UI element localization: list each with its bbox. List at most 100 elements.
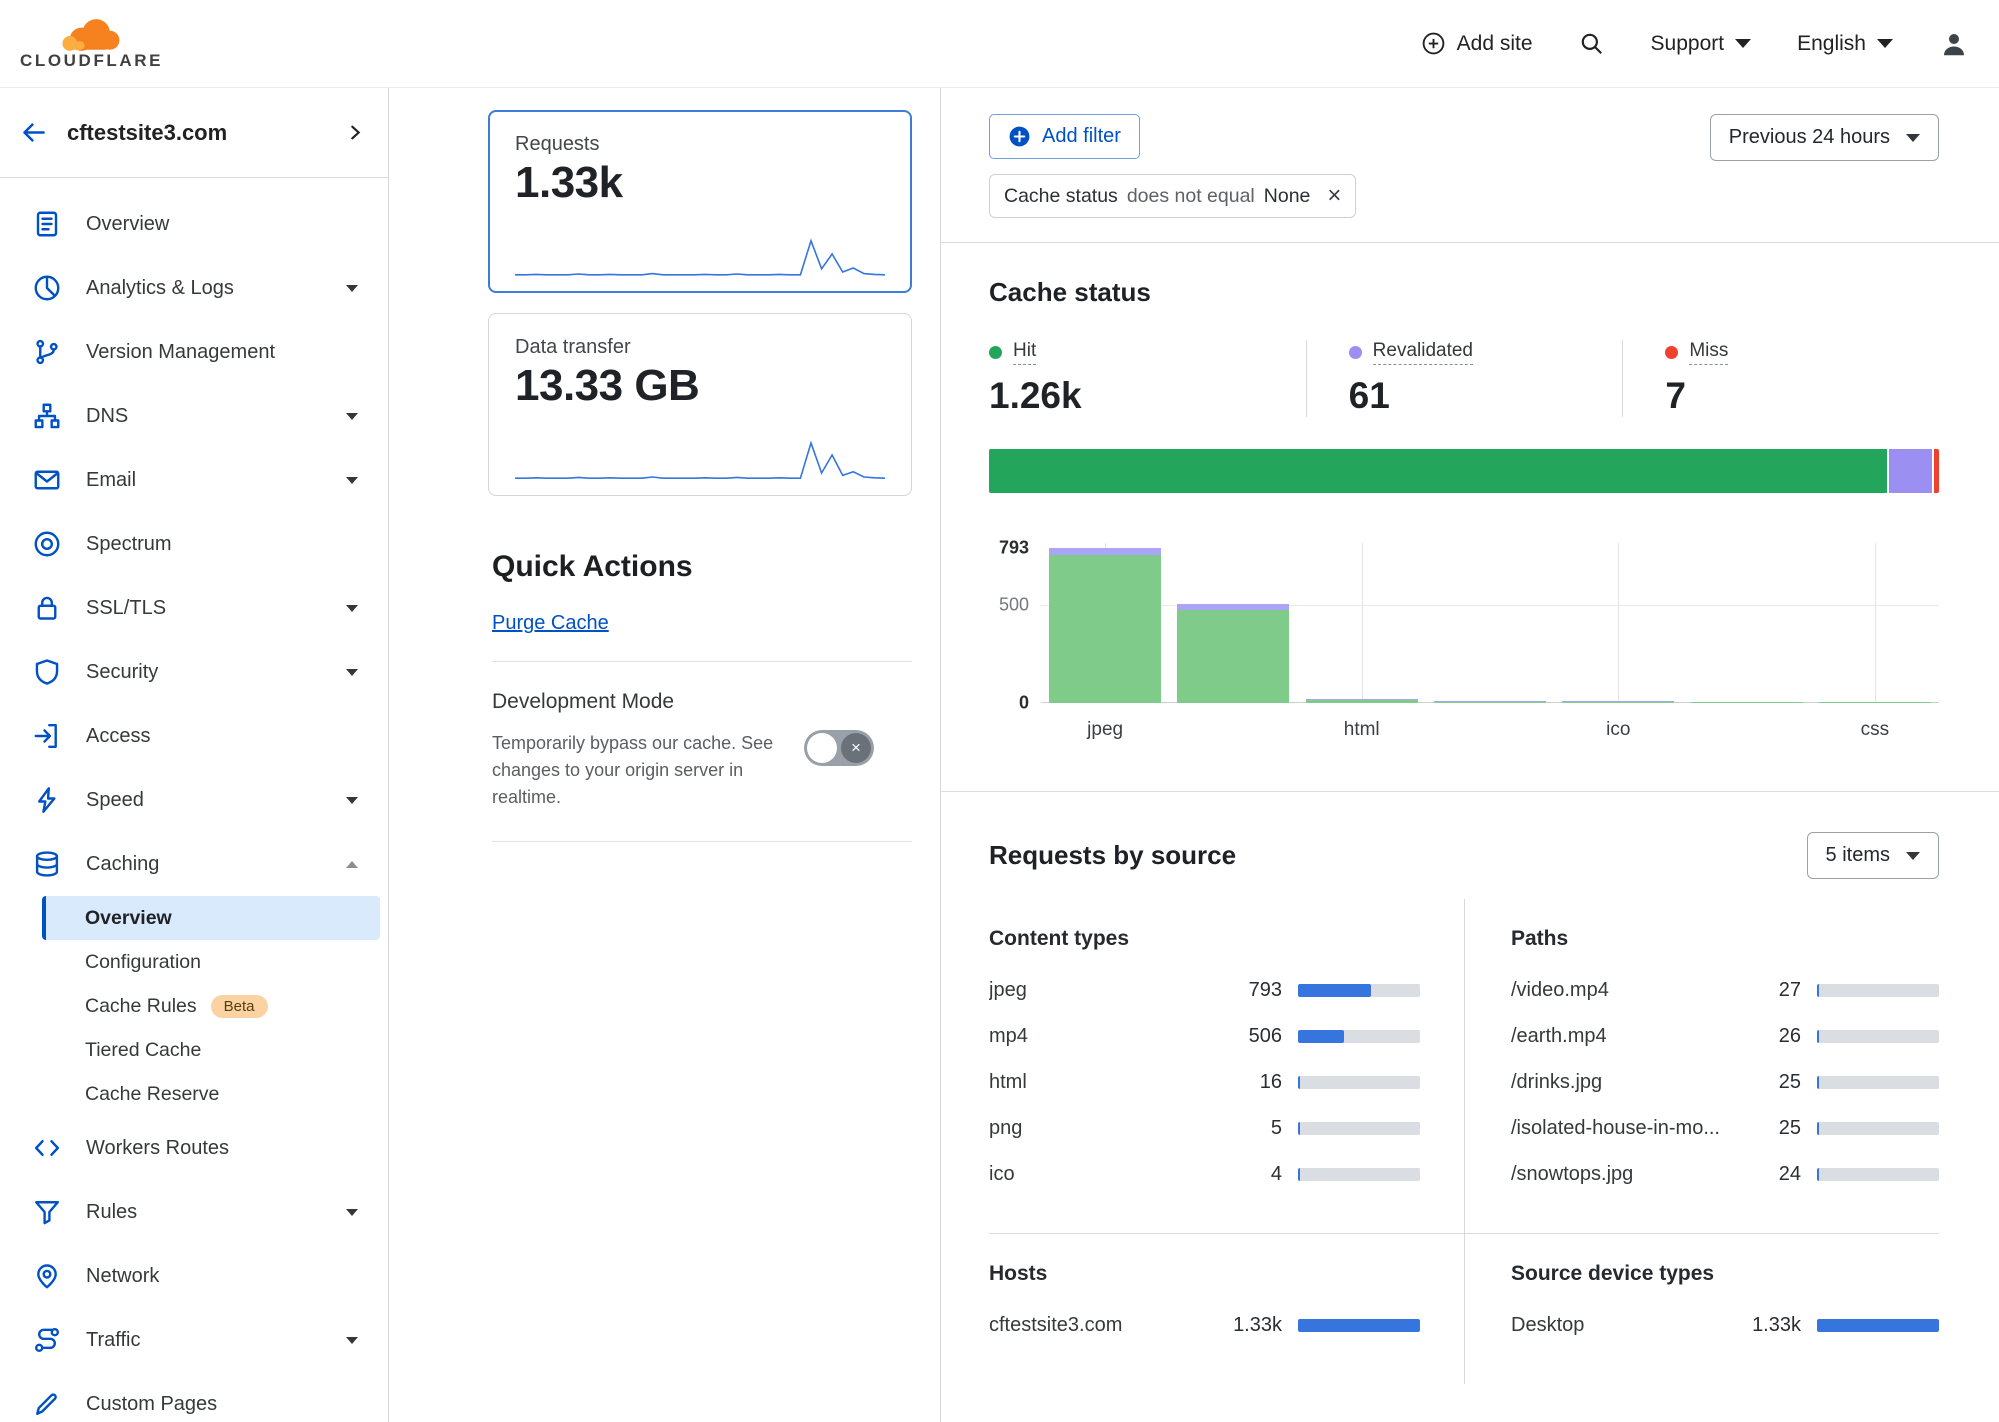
sidebar-subitem-overview[interactable]: Overview xyxy=(42,896,380,940)
bar-chart-plot xyxy=(1041,543,1939,703)
back-arrow-icon[interactable] xyxy=(20,119,47,146)
stat-bar xyxy=(1298,1167,1420,1181)
sidebar-item-label: Custom Pages xyxy=(86,1392,218,1415)
x-tick-label: ico xyxy=(1606,719,1631,740)
sidebar-item-workers-routes[interactable]: Workers Routes xyxy=(0,1116,388,1180)
stat-bar xyxy=(1298,1318,1420,1332)
stat-bar-fill xyxy=(1817,983,1820,997)
stat-label: /earth.mp4 xyxy=(1511,1024,1607,1047)
sidebar-item-network[interactable]: Network xyxy=(0,1244,388,1308)
plus-circle-icon xyxy=(1421,31,1446,56)
add-site-label: Add site xyxy=(1456,31,1533,55)
stat-row: jpeg 793 xyxy=(989,967,1420,1013)
chevron-right-icon[interactable] xyxy=(347,124,364,141)
sidebar-item-label: Overview xyxy=(85,906,172,929)
x-tick-label: jpeg xyxy=(1087,719,1124,740)
requests-sparkline xyxy=(515,232,886,278)
email-icon xyxy=(32,465,62,495)
hit-value: 1.26k xyxy=(989,375,1082,416)
sidebar-item-email[interactable]: Email xyxy=(0,448,388,512)
legend-item-hit: Hit 1.26k xyxy=(989,340,1306,417)
sidebar-item-label: Analytics & Logs xyxy=(86,276,234,299)
plus-filled-icon xyxy=(1008,125,1031,148)
sidebar-item-label: Security xyxy=(86,660,159,683)
sidebar-item-overview[interactable]: Overview xyxy=(0,192,388,256)
chart-bar-css xyxy=(1818,702,1931,703)
chevron-down-icon xyxy=(346,1208,358,1216)
stat-bar-fill xyxy=(1298,1029,1345,1043)
development-mode-toggle[interactable]: × xyxy=(804,730,874,766)
analytics-icon xyxy=(32,273,62,303)
stat-row: mp4 506 xyxy=(989,1013,1420,1059)
sidebar-subitem-tiered-cache[interactable]: Tiered Cache xyxy=(42,1028,380,1072)
revalidated-label[interactable]: Revalidated xyxy=(1372,340,1473,365)
sidebar-item-security[interactable]: Security xyxy=(0,640,388,704)
stat-label: jpeg xyxy=(989,978,1027,1001)
support-menu[interactable]: Support xyxy=(1651,32,1752,56)
stat-label: /isolated-house-in-mo... xyxy=(1511,1116,1720,1139)
stat-row: Desktop 1.33k xyxy=(1511,1302,1939,1348)
cache-status-legend: Hit 1.26k Revalidated 61 Miss xyxy=(989,340,1939,417)
revalidated-dot-icon xyxy=(1348,346,1362,359)
chevron-down-icon xyxy=(1735,39,1752,48)
add-site-button[interactable]: Add site xyxy=(1421,31,1533,56)
stat-label: /video.mp4 xyxy=(1511,978,1609,1001)
stat-bar-fill xyxy=(1817,1075,1820,1089)
revalidated-value: 61 xyxy=(1348,375,1390,416)
sidebar-item-access[interactable]: Access xyxy=(0,704,388,768)
development-mode-block: Development Mode Temporarily bypass our … xyxy=(492,690,912,811)
sidebar-item-ssl-tls[interactable]: SSL/TLS xyxy=(0,576,388,640)
cache-status-bar-chart: 0 500 793 jpeg html ico css xyxy=(989,538,1939,745)
beta-badge: Beta xyxy=(210,994,268,1018)
sidebar-subitem-cache-reserve[interactable]: Cache Reserve xyxy=(42,1072,380,1116)
chevron-up-icon xyxy=(346,860,358,868)
hit-label[interactable]: Hit xyxy=(1013,340,1037,365)
add-filter-button[interactable]: Add filter xyxy=(989,114,1140,159)
rules-icon xyxy=(32,1197,62,1227)
filter-chip-operator: does not equal xyxy=(1126,184,1255,207)
cloudflare-logo[interactable]: CLOUDFLARE xyxy=(20,16,163,71)
sidebar-item-traffic[interactable]: Traffic xyxy=(0,1308,388,1372)
quick-actions-title: Quick Actions xyxy=(492,550,693,583)
cloudflare-cloud-icon xyxy=(61,19,119,51)
stat-bar xyxy=(1298,1029,1420,1043)
stat-bar-fill xyxy=(1298,1318,1420,1332)
sidebar-item-dns[interactable]: DNS xyxy=(0,384,388,448)
dns-icon xyxy=(32,401,62,431)
items-count-select[interactable]: 5 items xyxy=(1806,832,1939,879)
miss-label[interactable]: Miss xyxy=(1689,340,1729,365)
sidebar-item-spectrum[interactable]: Spectrum xyxy=(0,512,388,576)
language-menu[interactable]: English xyxy=(1797,32,1893,56)
stat-bar xyxy=(1817,1318,1939,1332)
search-button[interactable] xyxy=(1579,31,1605,57)
stat-value: 506 xyxy=(1248,1024,1282,1047)
data-transfer-sparkline xyxy=(515,435,886,481)
sidebar-subitem-configuration[interactable]: Configuration xyxy=(42,940,380,984)
speed-icon xyxy=(32,785,62,815)
sidebar-item-analytics-logs[interactable]: Analytics & Logs xyxy=(0,256,388,320)
sidebar-item-label: Caching xyxy=(86,852,160,875)
data-transfer-card-value: 13.33 GB xyxy=(515,361,700,410)
data-transfer-card[interactable]: Data transfer 13.33 GB xyxy=(488,313,912,496)
sidebar-item-label: Speed xyxy=(86,788,144,811)
sidebar-subitem-cache-rules[interactable]: Cache Rules Beta xyxy=(42,984,380,1028)
requests-card[interactable]: Requests 1.33k xyxy=(488,110,912,293)
data-transfer-card-label: Data transfer xyxy=(515,336,631,358)
chart-bar-col-1 xyxy=(1177,604,1290,703)
requests-card-label: Requests xyxy=(515,133,600,155)
remove-filter-icon[interactable]: × xyxy=(1327,182,1342,209)
sidebar-item-speed[interactable]: Speed xyxy=(0,768,388,832)
time-range-select[interactable]: Previous 24 hours xyxy=(1709,114,1939,161)
purge-cache-link[interactable]: Purge Cache xyxy=(492,612,609,634)
y-tick-label: 0 xyxy=(1018,692,1029,713)
access-icon xyxy=(32,721,62,751)
user-avatar[interactable] xyxy=(1939,29,1969,59)
sidebar-item-caching[interactable]: Caching xyxy=(0,832,388,896)
sidebar-item-rules[interactable]: Rules xyxy=(0,1180,388,1244)
sidebar-item-version-management[interactable]: Version Management xyxy=(0,320,388,384)
stat-label: html xyxy=(989,1070,1027,1093)
sidebar-item-custom-pages[interactable]: Custom Pages xyxy=(0,1372,388,1422)
x-tick-label: html xyxy=(1343,719,1380,740)
stacked-segment-miss xyxy=(1934,449,1939,493)
x-tick-label: css xyxy=(1860,719,1890,740)
